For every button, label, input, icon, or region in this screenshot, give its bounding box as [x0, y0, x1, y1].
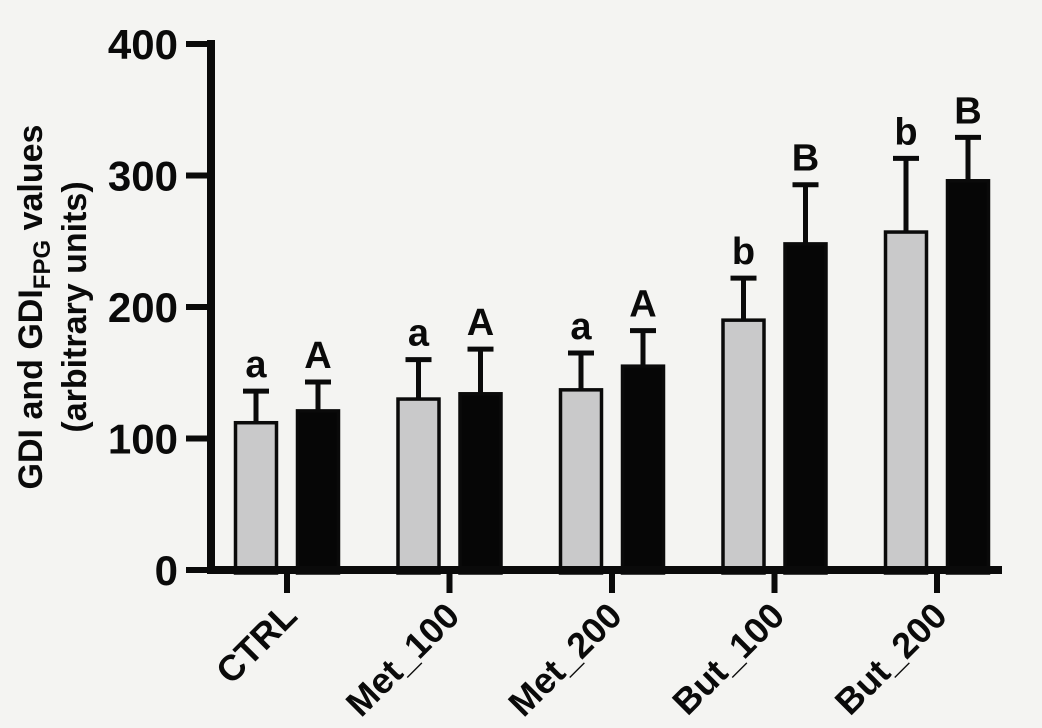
y-tick-label: 200 [108, 284, 178, 331]
y-axis-title-line2: (arbitrary units) [56, 181, 94, 432]
significance-letter: B [954, 90, 981, 132]
y-tick [186, 567, 207, 573]
x-tick [771, 574, 778, 593]
significance-letter: b [732, 231, 755, 273]
bar-GDI_FPG-Met_100 [458, 392, 503, 575]
x-tick [609, 574, 615, 593]
significance-letter: B [792, 138, 819, 180]
bar-GDI-Met_200 [558, 388, 604, 575]
x-axis-line [207, 566, 1002, 574]
y-tick [186, 172, 207, 179]
y-tick-label: 100 [108, 416, 178, 463]
bar-GDI_FPG-But_100 [783, 242, 828, 575]
bar-GDI_FPG-CTRL [295, 409, 341, 575]
significance-letter: a [408, 313, 430, 355]
y-tick-label: 0 [155, 547, 178, 594]
significance-letter: A [629, 284, 656, 326]
y-tick [186, 41, 207, 47]
y-tick [186, 304, 207, 310]
bar-GDI_FPG-But_200 [945, 179, 991, 575]
bar-GDI-But_200 [883, 230, 929, 575]
bar-GDI_FPG-Met_200 [620, 364, 666, 575]
y-tick [186, 435, 207, 442]
bar-GDI-But_100 [721, 318, 766, 575]
significance-letter: A [304, 335, 331, 377]
significance-letter: b [894, 111, 917, 153]
x-tick [446, 574, 453, 593]
y-tick-label: 400 [108, 21, 178, 68]
y-axis-line [207, 40, 215, 574]
significance-letter: a [245, 344, 267, 386]
x-tick [934, 574, 940, 593]
x-tick [284, 574, 290, 593]
significance-letter: a [570, 306, 592, 348]
y-axis-title-line1: GDI and GDIFPG values [12, 125, 56, 490]
bar-GDI-CTRL [233, 420, 279, 575]
significance-letter: A [467, 302, 494, 344]
bar-GDI-Met_100 [396, 397, 441, 575]
y-tick-label: 300 [108, 153, 178, 200]
